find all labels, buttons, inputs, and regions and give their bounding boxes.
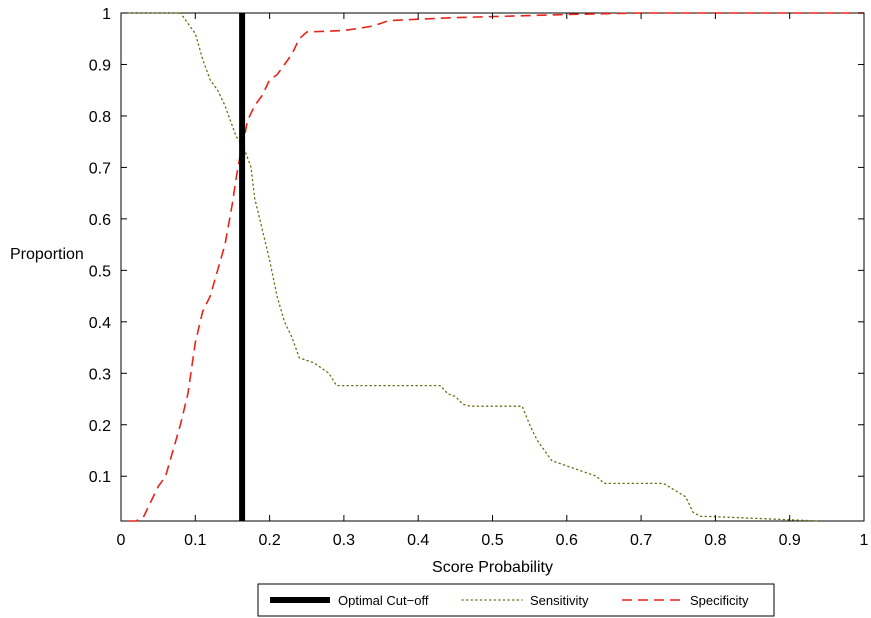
ticks-layer: 0 0.1 0.2 0.3 0.4 0.5 0.6 0.7 0.8 0.9 1 0.1 0.2 0.3 0.…	[89, 6, 869, 549]
y-tick-label: 0.1	[89, 469, 111, 486]
series-line-dotted	[124, 12, 821, 522]
y-tick-label: 0.4	[89, 315, 111, 332]
legend-label: Optimal Cut−off	[338, 593, 429, 608]
y-tick-label: 0.8	[89, 109, 111, 126]
series-line-dashed	[128, 12, 864, 522]
x-tick-label: 0.3	[333, 532, 355, 549]
y-tick-label: 0.2	[89, 418, 111, 435]
legend-box	[257, 583, 775, 617]
x-tick-label: 0	[117, 532, 126, 549]
x-axis-label: Score Probability	[432, 559, 553, 576]
x-tick-label: 0.1	[184, 532, 206, 549]
x-tick-label: 1	[860, 532, 869, 549]
y-tick-label: 1	[102, 6, 111, 23]
x-tick-label: 0.5	[481, 532, 503, 549]
x-tick-label: 0.9	[779, 532, 801, 549]
axes-box	[120, 12, 865, 522]
x-tick-label: 0.6	[556, 532, 578, 549]
y-tick-label: 0.7	[89, 160, 111, 177]
legend: Optimal Cut−off Sensitivity Specificity	[257, 583, 775, 617]
series-layer	[124, 12, 864, 522]
x-tick-label: 0.2	[258, 532, 280, 549]
y-tick-label: 0.9	[89, 57, 111, 74]
x-tick-label: 0.7	[630, 532, 652, 549]
y-tick-label: 0.3	[89, 366, 111, 383]
legend-label: Sensitivity	[530, 593, 589, 608]
y-tick-label: 0.5	[89, 263, 111, 280]
x-tick-label: 0.4	[407, 532, 429, 549]
y-tick-label: 0.6	[89, 212, 111, 229]
y-axis-label: Proportion	[10, 246, 84, 263]
x-tick-label: 0.8	[704, 532, 726, 549]
plot-area	[120, 12, 865, 522]
legend-label: Specificity	[690, 593, 749, 608]
